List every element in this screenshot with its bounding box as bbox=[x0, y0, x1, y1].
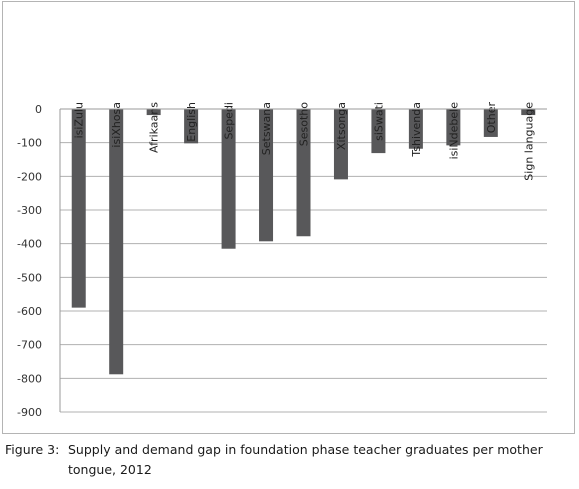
y-tick-label: -500 bbox=[17, 271, 42, 284]
figure-caption: Figure 3: Supply and demand gap in founda… bbox=[5, 440, 575, 480]
x-tick-label: Sesotho bbox=[298, 102, 311, 146]
bar bbox=[446, 109, 461, 146]
bar bbox=[333, 109, 348, 180]
caption-label: Figure 3: bbox=[5, 442, 60, 457]
caption-text-1: Supply and demand gap in foundation phas… bbox=[68, 442, 543, 457]
x-tick-label: siSwati bbox=[372, 102, 385, 141]
bar bbox=[221, 109, 236, 249]
y-tick-label: -100 bbox=[17, 137, 42, 150]
x-tick-label: Tshivenda bbox=[410, 102, 423, 158]
x-tick-label: isiXhosa bbox=[110, 102, 123, 148]
x-tick-label: isiNdebele bbox=[447, 102, 460, 160]
bar bbox=[483, 109, 498, 137]
caption-line-2: tongue, 2012 bbox=[5, 460, 575, 480]
bar bbox=[109, 109, 124, 375]
x-tick-label: Sepedi bbox=[223, 102, 236, 140]
chart-frame bbox=[2, 1, 575, 434]
x-tick-label: isiZulu bbox=[73, 102, 86, 138]
y-tick-label: -300 bbox=[17, 204, 42, 217]
bar bbox=[146, 109, 161, 116]
x-tick-label: Setswana bbox=[260, 102, 273, 155]
x-tick-label: Sign language bbox=[522, 102, 535, 181]
caption-text-2: tongue, 2012 bbox=[68, 462, 152, 477]
x-tick-label: Xitsonga bbox=[335, 102, 348, 150]
y-tick-label: -900 bbox=[17, 406, 42, 419]
y-tick-label: -700 bbox=[17, 339, 42, 352]
y-tick-label: 0 bbox=[35, 103, 42, 116]
bar bbox=[408, 109, 423, 149]
y-tick-label: -800 bbox=[17, 372, 42, 385]
bar bbox=[521, 109, 536, 116]
x-tick-label: English bbox=[185, 102, 198, 142]
bar bbox=[371, 109, 386, 154]
x-tick-label: Other bbox=[485, 102, 498, 134]
bar bbox=[184, 109, 199, 144]
y-tick-label: -200 bbox=[17, 170, 42, 183]
bar bbox=[296, 109, 311, 237]
y-tick-label: -600 bbox=[17, 305, 42, 318]
y-tick-label: -400 bbox=[17, 238, 42, 251]
bar bbox=[71, 109, 86, 308]
bar bbox=[259, 109, 274, 242]
caption-line-1: Figure 3: Supply and demand gap in founda… bbox=[5, 440, 575, 460]
x-tick-label: Afrikaans bbox=[148, 102, 161, 153]
bar-chart: 0 -100 -200 -300 -400 -500 -600 -700 -800 -900 isi… bbox=[17, 102, 547, 419]
